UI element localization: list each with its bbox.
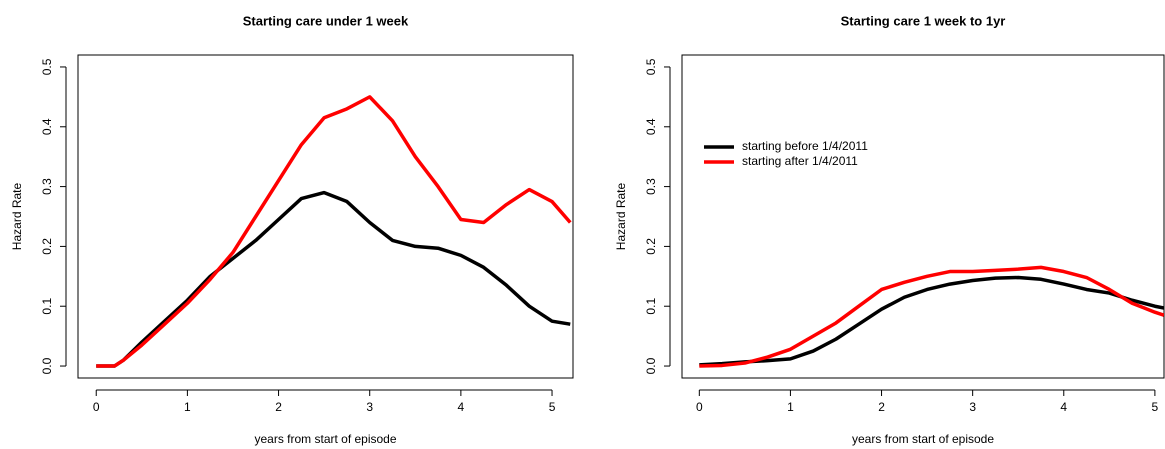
- x-tick-label: 4: [458, 400, 465, 414]
- data-line: [699, 265, 1164, 368]
- y-tick-label: 0.4: [40, 118, 54, 135]
- y-tick-label: 0.5: [644, 58, 658, 75]
- y-tick-label: 0.0: [40, 357, 54, 374]
- x-tick-label: 3: [366, 400, 373, 414]
- x-tick-label: 2: [878, 400, 885, 414]
- x-axis-label: years from start of episode: [254, 432, 396, 446]
- y-tick-label: 0.0: [644, 357, 658, 374]
- x-tick-label: 0: [696, 400, 703, 414]
- y-tick-label: 0.2: [644, 238, 658, 255]
- x-tick-label: 0: [93, 400, 100, 414]
- x-tick-label: 4: [1060, 400, 1067, 414]
- y-axis-label: Hazard Rate: [10, 182, 24, 250]
- plot-frame: [681, 54, 1165, 379]
- chart-title: Starting care under 1 week: [243, 13, 409, 28]
- data-line: [96, 190, 571, 368]
- x-tick-label: 5: [549, 400, 556, 414]
- x-tick-label: 1: [787, 400, 794, 414]
- y-tick-label: 0.5: [40, 58, 54, 75]
- y-tick-label: 0.3: [40, 178, 54, 195]
- x-tick-label: 5: [1152, 400, 1159, 414]
- data-line: [96, 95, 572, 368]
- data-line: [699, 275, 1164, 367]
- x-tick-label: 3: [969, 400, 976, 414]
- x-tick-label: 1: [184, 400, 191, 414]
- plot-frame: [77, 54, 574, 379]
- legend-label: starting before 1/4/2011: [742, 139, 868, 153]
- x-tick-label: 2: [275, 400, 282, 414]
- x-axis-label: years from start of episode: [852, 432, 994, 446]
- y-tick-label: 0.4: [644, 118, 658, 135]
- y-tick-label: 0.3: [644, 178, 658, 195]
- legend-label: starting after 1/4/2011: [742, 154, 858, 168]
- chart-title: Starting care 1 week to 1yr: [841, 13, 1006, 28]
- y-tick-label: 0.1: [644, 298, 658, 315]
- y-tick-label: 0.1: [40, 298, 54, 315]
- y-tick-label: 0.2: [40, 238, 54, 255]
- y-axis-label: Hazard Rate: [614, 182, 628, 250]
